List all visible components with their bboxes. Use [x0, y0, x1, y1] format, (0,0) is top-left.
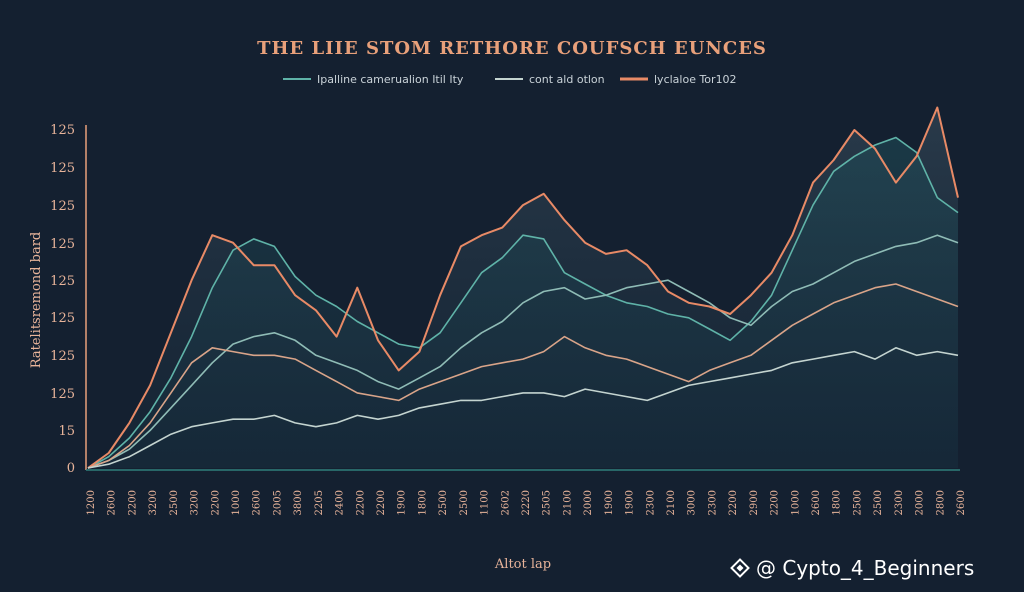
y-tick-label: 125: [50, 199, 75, 214]
legend-label: cont ald otlon: [529, 73, 605, 86]
x-tick-label: 2205: [314, 490, 325, 515]
x-tick-label: 2100: [562, 490, 573, 515]
x-tick-label: 1200: [86, 490, 97, 515]
x-tick-label: 1800: [417, 490, 428, 515]
x-tick-label: 1900: [625, 490, 636, 515]
x-tick-label: 2500: [852, 490, 863, 515]
y-tick-label: 125: [50, 123, 75, 138]
x-tick-label: 1900: [604, 490, 615, 515]
y-tick-labels: 0 15 125 125 125 125 125 125 125 125: [50, 123, 75, 476]
x-tick-label: 3800: [293, 490, 304, 515]
x-tick-label: 2300: [645, 490, 656, 515]
x-tick-label: 1000: [790, 490, 801, 515]
x-tick-label: 2600: [811, 490, 822, 515]
y-tick-label: 125: [50, 349, 75, 364]
x-tick-label: 1100: [480, 490, 491, 515]
x-tick-label: 2505: [542, 490, 553, 515]
watermark-text: @ Cypto_4_Beginners: [756, 556, 974, 580]
legend-label: lyclaloe Tor102: [654, 73, 737, 86]
axes: [85, 125, 960, 471]
legend-label: Ipalline camerualion Itil Ity: [317, 73, 464, 86]
x-tick-label: 1800: [832, 490, 843, 515]
area-fills: [88, 107, 958, 468]
x-tick-label: 1900: [397, 490, 408, 515]
y-tick-label: 125: [50, 274, 75, 289]
x-tick-label: 2500: [438, 490, 449, 515]
x-tick-label: 2500: [459, 490, 470, 515]
x-tick-label: 2200: [376, 490, 387, 515]
series-line-0: [87, 136, 959, 469]
x-tick-label: 2000: [915, 490, 926, 515]
y-tick-label: 0: [67, 461, 75, 476]
legend: Ipalline camerualion Itil Ity cont ald ot…: [283, 73, 737, 86]
x-tick-label: 3000: [687, 490, 698, 515]
x-tick-label: 2200: [355, 490, 366, 515]
x-tick-label: 2600: [107, 490, 118, 515]
x-axis-label: Altot lap: [494, 557, 551, 572]
x-tick-label: 2500: [873, 490, 884, 515]
x-tick-label: 2220: [521, 490, 532, 515]
x-tick-labels: 1200 2600 2200 3200 2500 3200 2200 1000 2600 2005…: [86, 490, 967, 515]
x-tick-label: 2200: [770, 490, 781, 515]
x-tick-label: 2600: [956, 490, 967, 515]
y-tick-label: 125: [50, 311, 75, 326]
x-tick-label: 2005: [272, 490, 283, 515]
series-lines: [87, 106, 959, 469]
series-line-3: [87, 283, 959, 469]
x-tick-label: 3200: [190, 490, 201, 515]
x-tick-label: 2200: [210, 490, 221, 515]
y-tick-label: 125: [50, 237, 75, 252]
x-tick-label: 2500: [169, 490, 180, 515]
x-tick-label: 2000: [583, 490, 594, 515]
x-tick-label: 2200: [728, 490, 739, 515]
diamond-logo-icon: [730, 558, 750, 578]
x-tick-label: 2400: [335, 490, 346, 515]
x-tick-label: 2600: [252, 490, 263, 515]
series-line-2: [87, 106, 959, 469]
chart-title: THE LIIE STOM RETHORE COUFSCH EUNCES: [257, 38, 767, 59]
x-tick-label: 2100: [666, 490, 677, 515]
x-tick-label: 1000: [231, 490, 242, 515]
y-tick-label: 125: [50, 387, 75, 402]
series-line-1: [87, 234, 959, 469]
x-tick-label: 2200: [127, 490, 138, 515]
series-line-4: [87, 347, 959, 469]
x-tick-label: 2900: [749, 490, 760, 515]
y-tick-label: 125: [50, 161, 75, 176]
x-tick-label: 2300: [894, 490, 905, 515]
x-tick-label: 2602: [500, 490, 511, 515]
x-tick-label: 2800: [935, 490, 946, 515]
x-tick-label: 2300: [707, 490, 718, 515]
watermark: @ Cypto_4_Beginners: [730, 556, 974, 580]
x-tick-label: 3200: [148, 490, 159, 515]
y-tick-label: 15: [58, 424, 75, 439]
y-axis-label: Ratelitsremond bard: [29, 232, 44, 368]
